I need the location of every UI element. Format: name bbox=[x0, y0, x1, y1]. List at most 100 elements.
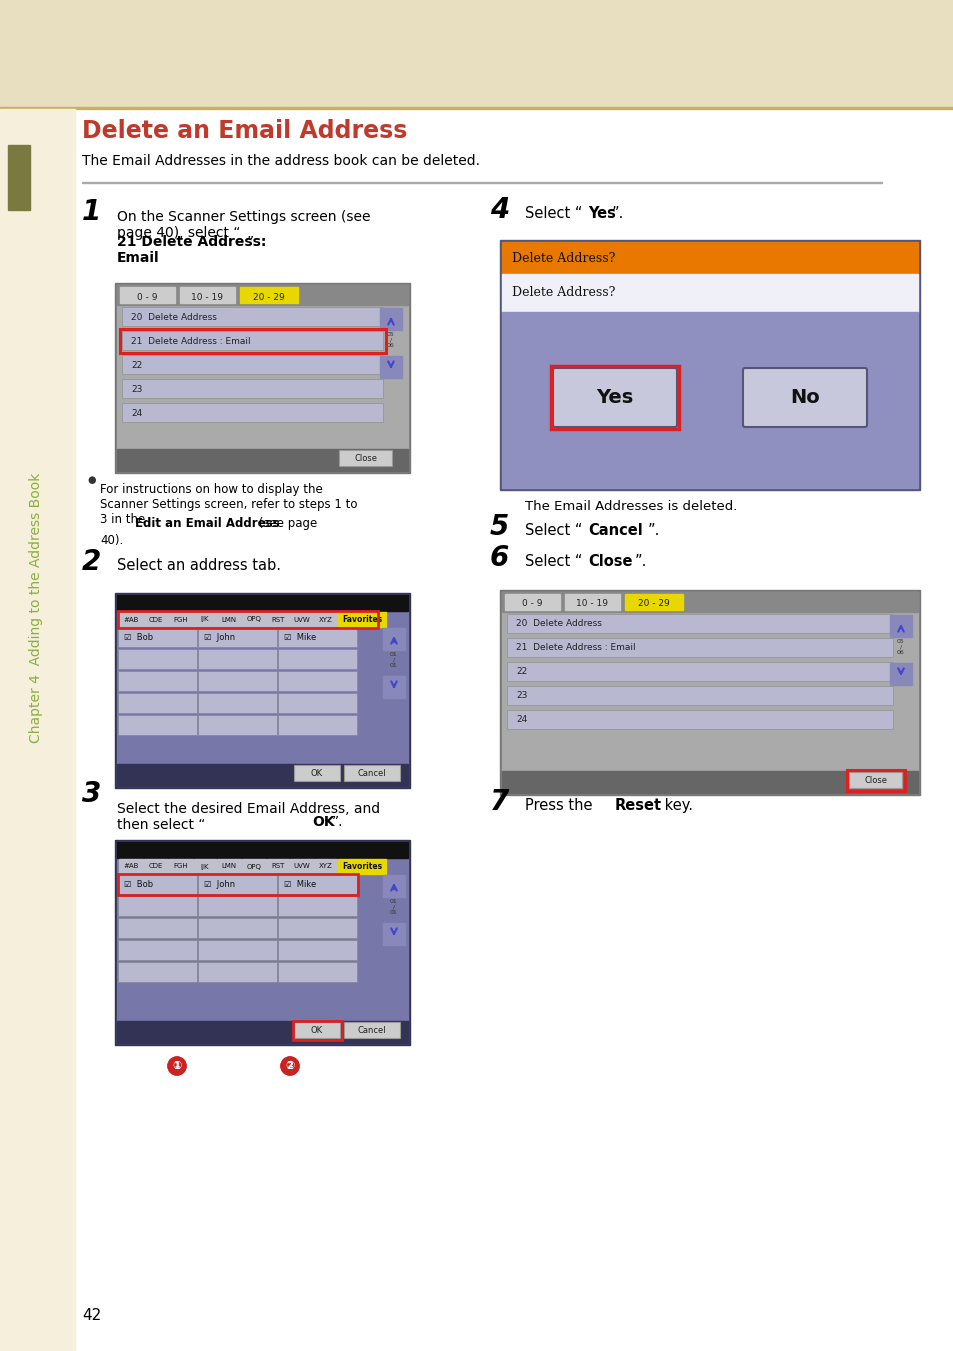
Text: ”.: ”. bbox=[635, 554, 647, 569]
Text: For instructions on how to display the
Scanner Settings screen, refer to steps 1: For instructions on how to display the S… bbox=[100, 484, 357, 526]
FancyBboxPatch shape bbox=[198, 897, 277, 916]
Circle shape bbox=[281, 1056, 298, 1075]
FancyBboxPatch shape bbox=[742, 367, 866, 427]
Bar bbox=[169, 612, 193, 627]
FancyBboxPatch shape bbox=[198, 650, 277, 670]
Text: ”.: ”. bbox=[332, 815, 343, 830]
FancyBboxPatch shape bbox=[278, 919, 357, 939]
Bar bbox=[624, 594, 682, 611]
Bar bbox=[240, 286, 297, 303]
Text: Favorites: Favorites bbox=[341, 862, 381, 871]
Text: (see page: (see page bbox=[254, 517, 317, 530]
Text: Close: Close bbox=[355, 454, 377, 463]
Text: 2: 2 bbox=[82, 549, 101, 576]
Bar bbox=[117, 285, 408, 305]
Bar bbox=[501, 242, 917, 274]
Text: 23: 23 bbox=[131, 385, 142, 393]
Text: 23: 23 bbox=[516, 692, 527, 701]
Text: XYZ: XYZ bbox=[318, 863, 333, 870]
Bar bbox=[314, 859, 336, 874]
Text: RST: RST bbox=[271, 863, 284, 870]
Text: 01
/
01: 01 / 01 bbox=[390, 651, 397, 669]
FancyBboxPatch shape bbox=[198, 919, 277, 939]
FancyBboxPatch shape bbox=[198, 671, 277, 692]
FancyBboxPatch shape bbox=[278, 940, 357, 961]
FancyBboxPatch shape bbox=[507, 686, 893, 705]
Bar bbox=[117, 449, 408, 471]
Text: UVW: UVW bbox=[294, 616, 310, 623]
Bar bbox=[144, 612, 168, 627]
Bar bbox=[117, 285, 408, 471]
Bar bbox=[169, 859, 193, 874]
Text: Select an address tab.: Select an address tab. bbox=[117, 558, 281, 573]
Bar bbox=[0, 1300, 953, 1351]
FancyBboxPatch shape bbox=[553, 367, 677, 427]
FancyBboxPatch shape bbox=[344, 1023, 400, 1039]
Bar bbox=[118, 874, 357, 894]
Text: 24: 24 bbox=[131, 408, 142, 417]
Bar bbox=[242, 612, 266, 627]
Bar bbox=[117, 842, 408, 1043]
FancyBboxPatch shape bbox=[122, 308, 383, 327]
FancyBboxPatch shape bbox=[278, 650, 357, 670]
Bar bbox=[499, 590, 919, 794]
Bar bbox=[120, 330, 386, 353]
Bar bbox=[267, 859, 289, 874]
FancyBboxPatch shape bbox=[118, 627, 197, 647]
Text: On the Scanner Settings screen (see
page 40), select “: On the Scanner Settings screen (see page… bbox=[117, 209, 370, 240]
FancyBboxPatch shape bbox=[118, 693, 197, 713]
FancyBboxPatch shape bbox=[118, 716, 197, 735]
Text: ☑  John: ☑ John bbox=[204, 880, 234, 889]
Bar bbox=[242, 859, 266, 874]
Text: ☑  Bob: ☑ Bob bbox=[124, 880, 153, 889]
Bar bbox=[551, 366, 679, 430]
FancyBboxPatch shape bbox=[507, 615, 893, 634]
Text: CDE: CDE bbox=[149, 863, 163, 870]
FancyBboxPatch shape bbox=[848, 773, 902, 789]
Text: 01
/
01: 01 / 01 bbox=[390, 898, 397, 915]
Text: ①: ① bbox=[172, 1061, 181, 1071]
Text: 4: 4 bbox=[490, 196, 509, 224]
Bar bbox=[290, 859, 314, 874]
Bar bbox=[889, 615, 911, 638]
FancyBboxPatch shape bbox=[118, 940, 197, 961]
Text: 40).: 40). bbox=[100, 534, 123, 547]
Circle shape bbox=[281, 1056, 298, 1075]
Text: 22: 22 bbox=[516, 667, 527, 677]
FancyBboxPatch shape bbox=[118, 650, 197, 670]
FancyBboxPatch shape bbox=[122, 355, 383, 374]
Text: CDE: CDE bbox=[149, 616, 163, 623]
Bar bbox=[180, 286, 234, 303]
Text: ”.: ”. bbox=[247, 235, 258, 249]
FancyBboxPatch shape bbox=[278, 627, 357, 647]
Bar bbox=[501, 592, 917, 612]
Text: key.: key. bbox=[659, 798, 692, 813]
Bar bbox=[0, 109, 75, 1351]
Bar bbox=[117, 842, 408, 858]
Text: ☑  Mike: ☑ Mike bbox=[284, 880, 315, 889]
Text: ☑  Mike: ☑ Mike bbox=[284, 634, 315, 642]
Bar bbox=[0, 0, 953, 107]
Text: Close: Close bbox=[587, 554, 632, 569]
FancyBboxPatch shape bbox=[198, 940, 277, 961]
Text: ”.: ”. bbox=[647, 523, 659, 538]
FancyBboxPatch shape bbox=[507, 662, 893, 681]
Circle shape bbox=[168, 1056, 186, 1075]
FancyBboxPatch shape bbox=[294, 1023, 340, 1039]
Text: Delete Address?: Delete Address? bbox=[512, 251, 615, 265]
Bar bbox=[501, 274, 917, 312]
Text: 2: 2 bbox=[286, 1061, 294, 1071]
Bar bbox=[117, 1021, 408, 1043]
Text: Reset: Reset bbox=[615, 798, 661, 813]
Bar bbox=[216, 859, 241, 874]
Bar bbox=[115, 282, 410, 473]
Text: ☑  Bob: ☑ Bob bbox=[124, 634, 153, 642]
Text: 05
/
06: 05 / 06 bbox=[896, 639, 904, 655]
Bar bbox=[504, 594, 559, 611]
Bar bbox=[118, 611, 377, 628]
Bar bbox=[119, 859, 143, 874]
Text: #AB: #AB bbox=[123, 616, 138, 623]
Bar bbox=[117, 594, 408, 611]
FancyBboxPatch shape bbox=[198, 962, 277, 982]
FancyBboxPatch shape bbox=[507, 639, 893, 658]
